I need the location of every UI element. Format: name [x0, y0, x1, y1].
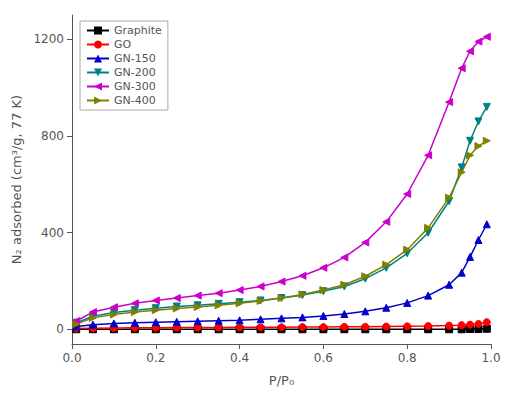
svg-text:1.0: 1.0	[481, 351, 500, 365]
svg-text:GN-400: GN-400	[114, 94, 156, 107]
svg-text:GO: GO	[114, 38, 132, 51]
svg-text:0.4: 0.4	[230, 351, 249, 365]
svg-text:GN-200: GN-200	[114, 66, 156, 79]
svg-text:GN-300: GN-300	[114, 80, 156, 93]
svg-text:0.8: 0.8	[398, 351, 417, 365]
svg-text:P/P₀: P/P₀	[269, 373, 294, 388]
svg-text:N₂ adsorbed (cm³/g, 77 K): N₂ adsorbed (cm³/g, 77 K)	[9, 95, 24, 264]
svg-text:Graphite: Graphite	[114, 24, 162, 37]
svg-text:1200: 1200	[33, 32, 64, 46]
svg-text:400: 400	[41, 226, 64, 240]
svg-text:800: 800	[41, 129, 64, 143]
svg-text:0.2: 0.2	[146, 351, 165, 365]
svg-text:0: 0	[56, 322, 64, 336]
svg-text:GN-150: GN-150	[114, 52, 156, 65]
svg-text:0.0: 0.0	[62, 351, 81, 365]
svg-text:0.6: 0.6	[314, 351, 333, 365]
